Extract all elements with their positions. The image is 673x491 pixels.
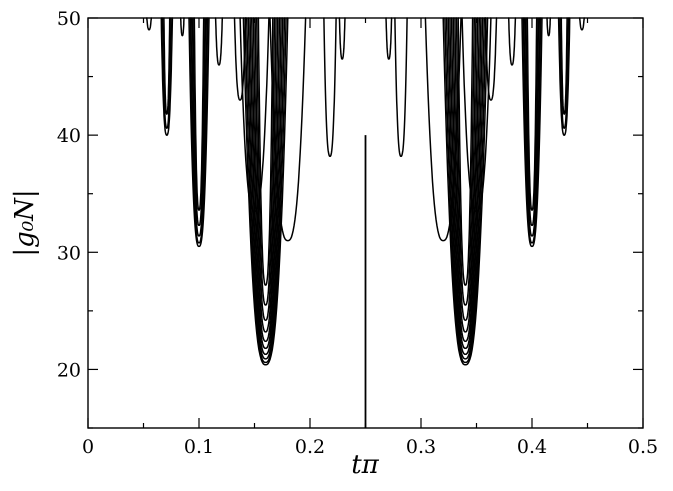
curve-1-1 [444, 17, 487, 364]
curve-0-0 [242, 17, 289, 366]
curve-7-2 [214, 17, 224, 66]
curve-5-2 [560, 17, 568, 116]
curve-6-3 [385, 17, 393, 60]
curve-8-1 [424, 17, 462, 242]
curve-1-7 [454, 17, 477, 321]
y-axis-label: |g₀N| [10, 189, 40, 256]
curve-4-2 [163, 17, 171, 116]
x-tick-label-1: 0.1 [184, 436, 214, 458]
curve-1-8 [455, 17, 476, 306]
curve-1-4 [449, 17, 482, 350]
curve-7-3 [507, 17, 517, 66]
x-tick-label-0: 0 [82, 436, 94, 458]
y-tick-label-1: 30 [57, 242, 81, 264]
curve-3-1 [522, 17, 542, 244]
curve-0-6 [252, 17, 279, 333]
curve-2-4 [193, 17, 205, 211]
curve-0-8 [255, 17, 276, 306]
curve-6-5 [578, 17, 585, 31]
curve-6-1 [394, 17, 408, 157]
curve-6-2 [338, 17, 346, 60]
curve-1-6 [452, 17, 479, 333]
y-tick-label-0: 20 [57, 359, 81, 381]
x-tick-label-2: 0.2 [295, 436, 325, 458]
y-tick-label-3: 50 [57, 8, 81, 30]
curve-1-3 [447, 17, 484, 355]
curve-4-1 [161, 17, 172, 129]
curve-1-0 [442, 17, 489, 366]
curve-6-4 [146, 17, 153, 31]
curve-0-3 [247, 17, 284, 355]
y-tick-label-2: 40 [57, 125, 81, 147]
curve-layer [146, 17, 585, 366]
curve-2-2 [190, 17, 208, 237]
curve-1-2 [445, 17, 486, 360]
curve-0-7 [254, 17, 277, 321]
curve-0-1 [244, 17, 287, 364]
curve-0-5 [250, 17, 281, 343]
curve-5-0 [557, 17, 571, 136]
curve-6-0 [323, 17, 337, 157]
plot-frame [87, 17, 644, 429]
x-tick-label-4: 0.4 [517, 436, 547, 458]
curve-8-3 [461, 17, 492, 213]
curve-3-4 [526, 17, 538, 211]
curve-1-5 [450, 17, 481, 343]
x-axis-label: tπ [351, 450, 379, 480]
curve-2-3 [192, 17, 206, 227]
curve-4-0 [160, 17, 174, 136]
curve-3-0 [521, 17, 543, 248]
curve-3-2 [523, 17, 541, 237]
curve-3-3 [525, 17, 539, 227]
curve-0-4 [249, 17, 282, 350]
curve-0-2 [245, 17, 286, 360]
curve-6-7 [546, 17, 552, 37]
curve-7-1 [484, 17, 498, 101]
curve-6-6 [179, 17, 185, 37]
curve-7-0 [233, 17, 247, 101]
x-tick-label-5: 0.5 [628, 436, 658, 458]
curve-8-2 [239, 17, 270, 213]
curve-5-1 [559, 17, 570, 129]
x-tick-label-3: 0.3 [406, 436, 436, 458]
curve-2-1 [189, 17, 209, 244]
curve-8-0 [269, 17, 307, 242]
curve-2-0 [188, 17, 210, 248]
tick-label-layer: 0 0.1 0.2 0.3 0.4 0.5 20 30 40 50 [57, 8, 658, 458]
